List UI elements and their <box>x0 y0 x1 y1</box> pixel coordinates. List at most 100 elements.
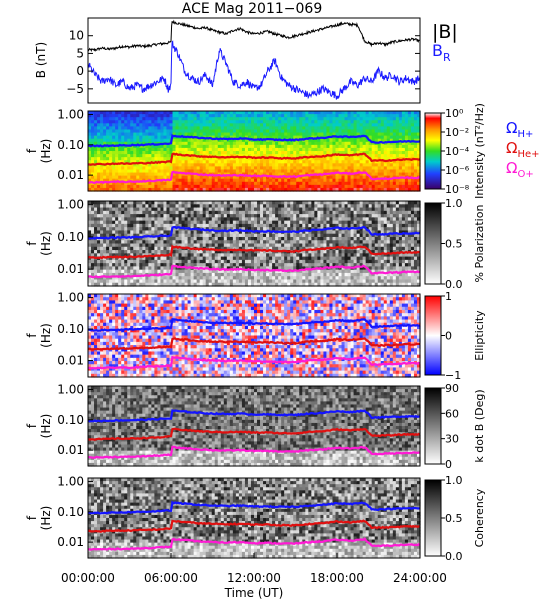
spectrogram-cell <box>284 117 288 121</box>
spectrogram-cell <box>244 154 249 158</box>
spectrogram-cell <box>97 181 101 186</box>
spectrogram-cell <box>220 172 225 177</box>
spectrogram-cell <box>395 123 400 127</box>
spectrogram-cell <box>160 214 165 218</box>
spectrogram-cell <box>371 187 376 192</box>
spectrogram-cell <box>395 169 400 174</box>
spectrogram-cell <box>314 144 318 149</box>
spectrogram-cell <box>130 117 134 121</box>
spectrogram-cell <box>130 129 134 134</box>
colorbar-tick-label: 10⁰ <box>445 107 464 120</box>
spectrogram-cell <box>106 263 110 267</box>
spectrogram-cell <box>118 276 122 281</box>
spectrogram-cell <box>142 227 146 232</box>
spectrogram-cell <box>166 175 171 180</box>
spectrogram-cell <box>290 135 294 140</box>
spectrogram-cell <box>154 111 159 115</box>
spectrogram-cell <box>410 120 415 124</box>
spectrogram-cell <box>344 166 349 171</box>
spectrogram-cell <box>220 154 225 158</box>
spectrogram-cell <box>91 184 95 189</box>
spectrogram-cell <box>247 178 252 183</box>
spectrogram-cell <box>142 210 146 215</box>
spectrogram-cell <box>380 123 385 127</box>
spectrogram-cell <box>284 120 288 124</box>
spectrogram-cell <box>413 111 418 115</box>
spectrogram-cell <box>190 111 195 115</box>
spectrogram-cell <box>232 151 237 155</box>
spectrogram-cell <box>172 160 177 164</box>
spectrogram-cell <box>157 259 162 264</box>
spectrogram-cell <box>184 259 189 264</box>
spectrogram-cell <box>317 147 321 152</box>
spectrogram-cell <box>148 144 152 149</box>
spectrogram-cell <box>130 276 134 281</box>
spectrogram-cell <box>181 181 186 186</box>
spectrogram-cell <box>175 129 180 134</box>
spectrogram-cell <box>386 160 391 164</box>
spectrogram-cell <box>413 166 418 171</box>
spectrogram-cell <box>305 135 309 140</box>
spectrogram-cell <box>205 157 210 161</box>
spectrogram-cell <box>377 114 382 118</box>
spectrogram-cell <box>112 135 116 140</box>
spectrogram-cell <box>266 132 270 137</box>
spectrogram-cell <box>175 217 180 222</box>
spectrogram-cell <box>199 120 204 124</box>
spectrogram-cell <box>127 169 131 174</box>
spectrogram-cell <box>127 240 131 245</box>
spectrogram-cell <box>193 175 198 180</box>
spectrogram-cell <box>145 266 149 271</box>
spectrogram-cell <box>187 138 192 143</box>
spectrogram-cell <box>214 138 219 143</box>
spectrogram-cell <box>130 263 134 267</box>
spectro-ylabel-f: f <box>25 148 39 153</box>
spectrogram-cell <box>211 169 216 174</box>
spectrogram-cell <box>109 269 113 274</box>
spectrogram-cell <box>160 240 165 245</box>
spectrogram-cell <box>103 117 107 121</box>
spectrogram-cell <box>362 169 367 174</box>
spectrogram-cell <box>335 178 340 183</box>
spectrogram-cell <box>196 178 201 183</box>
spectrogram-cell <box>386 120 391 124</box>
spectrogram-cell <box>94 210 98 215</box>
spectrogram-cell <box>320 181 325 186</box>
spectrogram-cell <box>106 204 110 209</box>
spectrogram-cell <box>305 154 309 158</box>
spectrogram-cell <box>112 172 116 177</box>
spectrogram-cell <box>88 123 92 127</box>
spectrogram-cell <box>311 178 315 183</box>
spectrogram-cell <box>181 144 186 149</box>
spectrogram-cell <box>103 184 107 189</box>
spectrogram-cell <box>281 181 285 186</box>
spectrogram-cell <box>163 259 168 264</box>
spectrogram-cell <box>121 246 125 251</box>
spectrogram-cell <box>148 214 152 218</box>
spectrogram-cell <box>401 166 406 171</box>
spectrogram-cell <box>175 187 180 192</box>
spectrogram-cell <box>160 117 165 121</box>
spectrogram-cell <box>175 151 180 155</box>
spectrogram-cell <box>305 181 309 186</box>
spectrogram-cell <box>130 266 134 271</box>
spectrogram-cell <box>220 151 225 155</box>
spectrogram-cell <box>166 246 171 251</box>
spectrogram-cell <box>94 172 98 177</box>
spectrogram-cell <box>100 157 104 161</box>
spectrogram-cell <box>338 178 343 183</box>
spectrogram-cell <box>263 154 267 158</box>
spectrogram-cell <box>97 217 101 222</box>
spectrogram-cell <box>184 217 189 222</box>
spectrogram-cell <box>97 184 101 189</box>
spectrogram-cell <box>250 172 255 177</box>
spectrogram-cell <box>416 178 421 183</box>
colorbar-intensity <box>424 112 442 190</box>
spectrogram-cell <box>338 157 343 161</box>
spectrogram-cell <box>88 282 92 287</box>
colorbar-label-intensity: Intensity (nT²/Hz) <box>473 103 486 199</box>
spectrogram-cell <box>220 181 225 186</box>
spectrogram-cell <box>139 269 143 274</box>
spectrogram-cell <box>172 132 177 137</box>
spectrogram-cell <box>94 243 98 248</box>
